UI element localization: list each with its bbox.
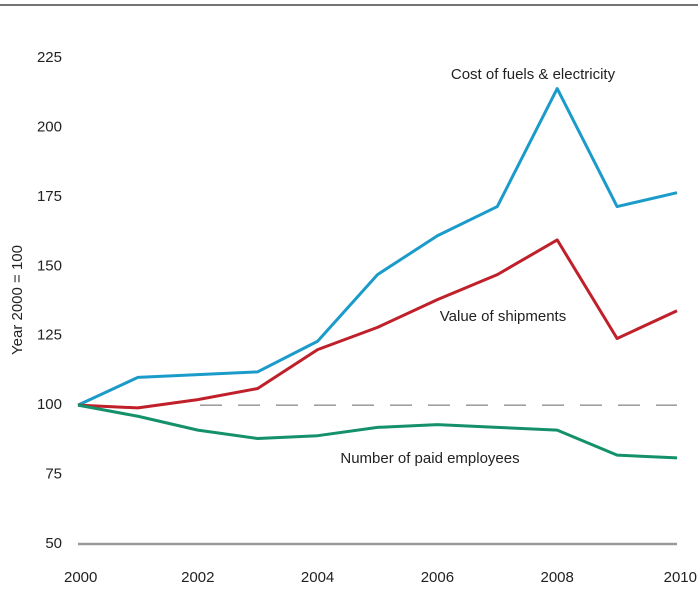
y-tick-label: 150 — [37, 257, 62, 274]
y-tick-label: 75 — [45, 466, 62, 483]
y-axis-label: Year 2000 = 100 — [9, 245, 26, 355]
x-tick-label: 2006 — [421, 569, 454, 586]
y-tick-label: 225 — [37, 49, 62, 66]
y-tick-label: 125 — [37, 327, 62, 344]
y-tick-label: 175 — [37, 188, 62, 205]
series-label: Number of paid employees — [340, 450, 519, 467]
x-tick-label: 2000 — [64, 569, 97, 586]
y-tick-label: 100 — [37, 396, 62, 413]
y-tick-label: 50 — [45, 535, 62, 552]
series-label: Cost of fuels & electricity — [451, 66, 616, 83]
series-label: Value of shipments — [440, 308, 566, 325]
x-tick-label: 2002 — [181, 569, 214, 586]
x-tick-label: 2008 — [541, 569, 574, 586]
x-tick-label: 2004 — [301, 569, 334, 586]
y-tick-label: 200 — [37, 118, 62, 135]
series-line — [77, 238, 678, 410]
x-tick-label: 2010 — [664, 569, 697, 586]
series-line — [77, 403, 678, 460]
series-line — [77, 87, 678, 407]
